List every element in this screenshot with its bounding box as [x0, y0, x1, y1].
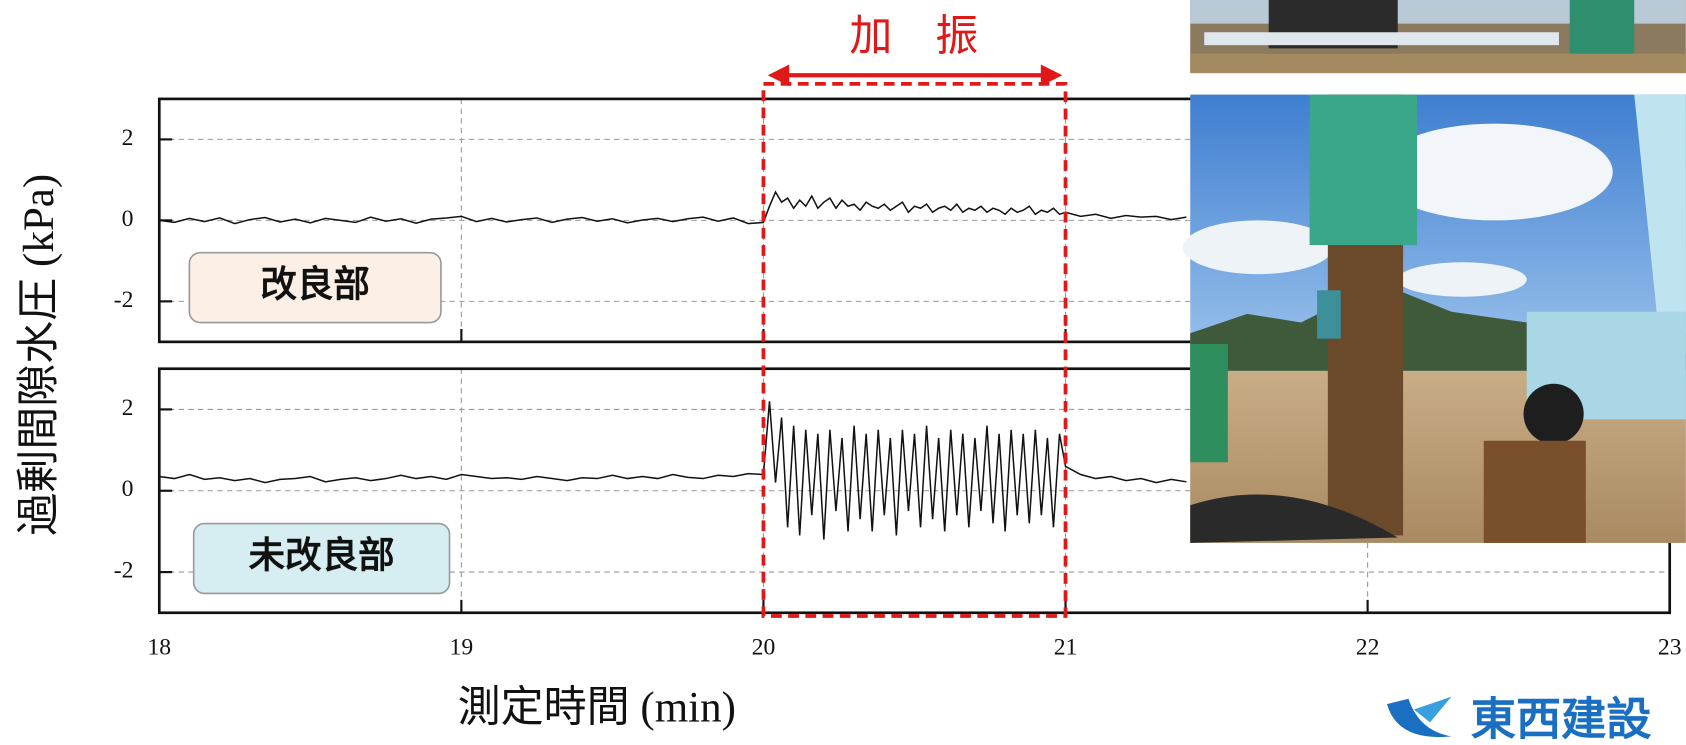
excitation-box	[761, 81, 1068, 618]
panel-label: 未改良部	[249, 534, 395, 575]
photo-top	[1190, 0, 1686, 74]
x-tick-label: 20	[752, 635, 776, 661]
y-tick-label: 0	[122, 206, 134, 232]
x-tick-label: 18	[147, 635, 171, 661]
excitation-label: 加 振	[849, 14, 978, 61]
x-tick-label: 23	[1658, 635, 1682, 661]
y-tick-label: 2	[122, 125, 134, 151]
photo-main	[1182, 94, 1686, 543]
y-tick-label: 0	[122, 476, 134, 502]
x-tick-label: 22	[1356, 635, 1380, 661]
x-axis-title: 測定時間 (min)	[458, 684, 736, 732]
excitation-arrow	[767, 64, 1063, 87]
y-tick-label: 2	[122, 395, 134, 421]
logo: 東西建設	[1386, 692, 1652, 745]
x-tick-label: 21	[1054, 635, 1078, 661]
y-tick-label: -2	[114, 287, 134, 313]
panel-label: 改良部	[260, 264, 370, 305]
panel-label-box	[192, 522, 451, 595]
panel-label-box	[188, 251, 442, 324]
data-line	[159, 190, 1187, 225]
logo-text: 東西建設	[1471, 692, 1652, 745]
x-tick-label: 19	[450, 635, 474, 661]
y-axis-title: 過剰間隙水圧 (kPa)	[16, 174, 63, 536]
data-line	[159, 401, 1187, 540]
y-tick-label: -2	[114, 558, 134, 584]
